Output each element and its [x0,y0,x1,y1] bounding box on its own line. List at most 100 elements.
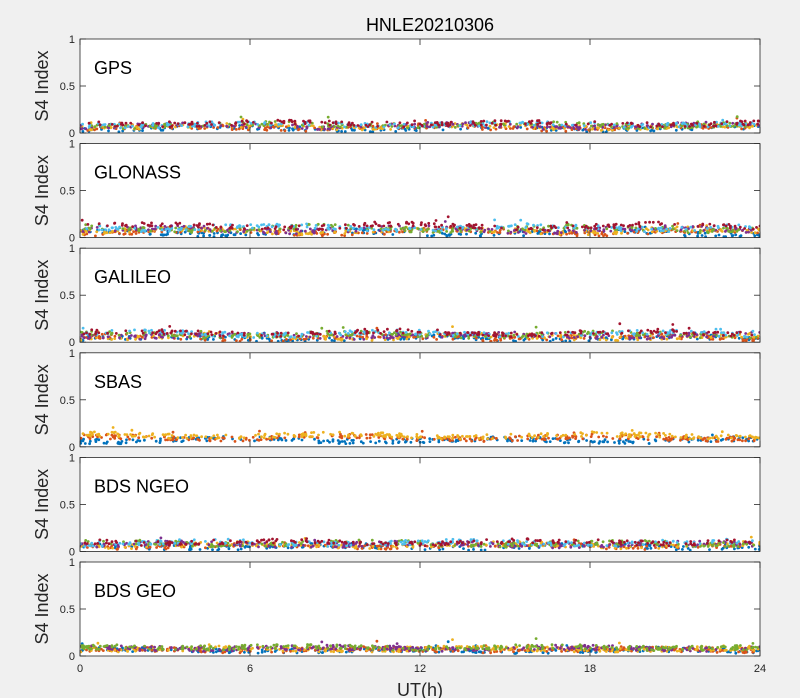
data-point [660,222,663,226]
data-point [239,115,243,119]
data-point [192,436,196,440]
data-point [732,124,735,128]
data-point [426,234,429,238]
data-point [564,129,568,133]
data-point [685,433,688,437]
data-point [344,226,348,230]
data-point [265,334,269,338]
data-point [176,122,180,125]
data-point [492,126,496,129]
data-point [107,129,110,133]
data-point [206,332,210,335]
data-point [306,331,309,334]
data-point [111,230,114,233]
data-point [86,337,90,340]
data-point [251,226,254,230]
data-point [343,234,346,238]
data-point [435,123,438,127]
data-point [313,126,316,130]
data-point [539,228,542,231]
data-point [355,334,359,338]
data-point [608,123,612,127]
data-point [612,226,616,230]
data-point [300,232,304,236]
data-point [593,127,597,131]
data-point [522,234,525,238]
data-point [276,118,280,122]
data-point [190,330,194,333]
data-point [139,125,143,128]
data-point [208,222,212,226]
data-point [164,438,168,442]
data-point [456,435,460,439]
data-point [539,232,543,236]
data-point [427,224,431,228]
data-point [80,436,83,440]
data-point [567,229,571,232]
data-point [281,339,285,343]
data-point [113,334,117,338]
y-tick-label: 0.5 [60,186,75,198]
data-point [384,227,387,231]
data-point [395,433,399,437]
data-point [80,218,84,222]
data-point [618,126,621,130]
data-point [713,120,716,124]
data-point [512,125,516,129]
data-point [342,339,346,342]
data-point [538,125,542,129]
data-point [480,227,483,230]
data-point [169,437,172,440]
data-point [652,336,655,339]
data-point [493,224,497,228]
data-point [344,333,348,337]
data-point [466,331,469,334]
data-point [571,123,574,127]
data-point [558,331,562,335]
data-point [311,336,315,340]
data-point [351,227,355,230]
data-point [746,123,750,127]
data-point [256,232,259,235]
data-point [333,223,337,227]
data-point [95,433,99,437]
data-point [581,437,585,441]
data-point [169,331,173,335]
data-point [555,120,559,124]
data-point [639,329,643,333]
data-point [515,333,519,336]
data-point [472,121,476,125]
data-point [516,439,519,442]
data-point [756,231,759,235]
data-point [300,127,304,130]
data-point [391,336,395,340]
data-point [575,231,578,234]
data-point [405,337,409,341]
data-point [561,433,565,437]
data-point [371,230,375,234]
data-point [212,338,215,341]
data-point [758,234,760,238]
data-point [359,123,363,127]
data-point [720,122,724,126]
data-point [302,119,305,123]
data-point [490,121,494,125]
data-point [741,439,744,443]
data-point [273,335,276,338]
data-point [323,127,326,131]
data-point [702,122,706,126]
data-point [628,433,632,437]
data-point [233,440,237,443]
data-point [731,234,735,237]
data-point [719,327,722,331]
data-point [295,232,298,236]
data-point [132,230,136,234]
data-point [371,334,375,337]
data-point [604,336,608,340]
data-point [709,122,713,126]
data-point [737,336,741,340]
data-point [570,231,574,235]
data-point [548,125,552,129]
data-point [245,229,249,233]
